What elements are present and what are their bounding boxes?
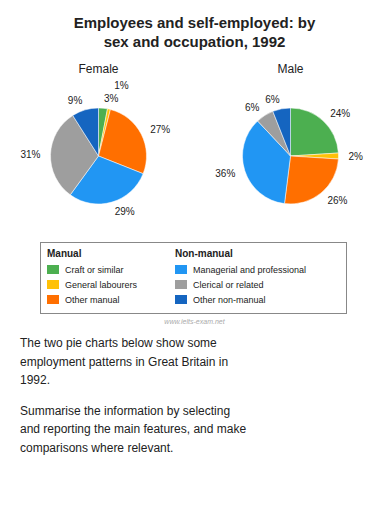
svg-text:29%: 29% [115, 206, 135, 217]
svg-text:1%: 1% [114, 80, 129, 91]
html-text:Non-manual: Non-manual [175, 248, 233, 259]
html-text:Manual: Manual [47, 248, 82, 259]
svg-text:24%: 24% [330, 108, 350, 119]
html-text:Male: Male [277, 62, 304, 76]
svg-text:31%: 31% [21, 149, 41, 160]
html-text:Employees and self-employed: b: Employees and self-employed: by sex and … [73, 14, 316, 50]
html-text:Clerical or related: Clerical or related [193, 279, 264, 290]
svg-text:6%: 6% [265, 94, 280, 105]
html-text:Summarise the information by s: Summarise the information by selecting a… [20, 403, 247, 455]
html-text:Other non-manual: Other non-manual [193, 294, 266, 305]
svg-text:27%: 27% [150, 124, 170, 135]
svg-text:2%: 2% [349, 151, 364, 162]
svg-text:6%: 6% [245, 102, 260, 113]
html-text:Other manual: Other manual [65, 294, 120, 305]
svg-text:9%: 9% [68, 95, 83, 106]
svg-text:26%: 26% [327, 195, 347, 206]
html-text:Female: Female [78, 62, 119, 76]
svg-text:36%: 36% [215, 168, 235, 179]
html-text:General labourers: General labourers [65, 279, 137, 290]
html-text:Managerial and professional: Managerial and professional [193, 264, 307, 275]
svg-text:3%: 3% [104, 93, 119, 104]
html-text:www.ielts-exam.net: www.ielts-exam.net [164, 318, 225, 325]
html-text:The two pie charts below show: The two pie charts below show some emplo… [20, 336, 229, 388]
html-text:Craft or similar: Craft or similar [65, 264, 124, 275]
